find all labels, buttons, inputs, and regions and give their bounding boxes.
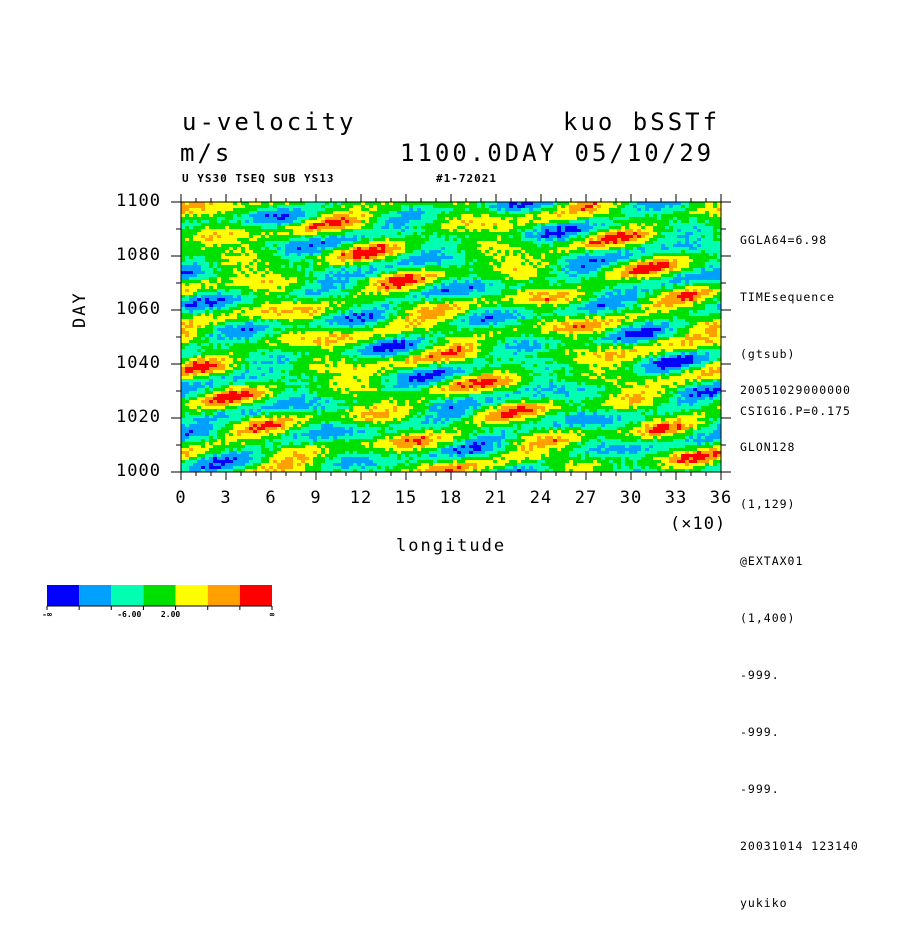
side-info-line: GGLA64=6.98 [740, 231, 851, 250]
experiment-label: kuo bSSTf [563, 108, 720, 136]
side-info-line: 20031014 123140 [740, 837, 859, 856]
x-tick-label: 15 [395, 488, 417, 508]
chart-title: u-velocity [182, 108, 357, 136]
y-tick-label: 1020 [116, 407, 161, 427]
x-tick-label: 36 [710, 488, 732, 508]
colorbar-swatch [176, 585, 208, 606]
x-axis-label: longitude [396, 536, 506, 556]
colorbar-label: 2.00 [161, 610, 180, 619]
x-tick-label: 21 [485, 488, 507, 508]
side-info-line: -999. [740, 666, 859, 685]
x-tick-label: 24 [530, 488, 552, 508]
subtitle-left: U YS30 TSEQ SUB YS13 [182, 172, 334, 185]
colorbar-swatch [111, 585, 143, 606]
x-multiplier-label: (×10) [670, 514, 726, 534]
x-tick-label: 9 [310, 488, 321, 508]
colorbar-swatch [143, 585, 175, 606]
side-info-line: TIMEsequence [740, 288, 851, 307]
side-info-line: 20051029000000 [740, 381, 859, 400]
y-tick-label: 1000 [116, 461, 161, 481]
x-tick-label: 18 [440, 488, 462, 508]
colorbar-label: -∞ [42, 610, 52, 619]
x-tick-label: 12 [350, 488, 372, 508]
colorbar-swatch [208, 585, 240, 606]
colorbar-label: -6.00 [117, 610, 141, 619]
colorbar-swatch [240, 585, 272, 606]
subtitle-id: #1-72021 [436, 172, 497, 185]
x-tick-label: 3 [220, 488, 231, 508]
colorbar [47, 585, 272, 610]
y-axis-label: DAY [70, 291, 90, 328]
side-info-line: -999. [740, 780, 859, 799]
y-tick-label: 1100 [116, 191, 161, 211]
x-tick-label: 33 [665, 488, 687, 508]
y-tick-label: 1040 [116, 353, 161, 373]
heatmap-field [181, 202, 722, 473]
side-info-line: (1,129) [740, 495, 859, 514]
side-info-line: yukiko [740, 894, 859, 913]
side-info-line: -999. [740, 723, 859, 742]
x-tick-label: 27 [575, 488, 597, 508]
time-label: 1100.0DAY 05/10/29 [400, 139, 714, 167]
side-info-bottom: 20051029000000 GLON128 (1,129) @EXTAX01 … [740, 343, 859, 932]
x-tick-label: 0 [175, 488, 186, 508]
side-info-line: @EXTAX01 [740, 552, 859, 571]
x-tick-label: 6 [265, 488, 276, 508]
colorbar-swatch [47, 585, 79, 606]
y-tick-label: 1060 [116, 299, 161, 319]
side-info-line: (1,400) [740, 609, 859, 628]
y-tick-label: 1080 [116, 245, 161, 265]
colorbar-swatch [79, 585, 111, 606]
side-info-line: GLON128 [740, 438, 859, 457]
colorbar-label: ∞ [270, 610, 275, 619]
x-tick-label: 30 [620, 488, 642, 508]
units-label: m/s [180, 139, 232, 167]
